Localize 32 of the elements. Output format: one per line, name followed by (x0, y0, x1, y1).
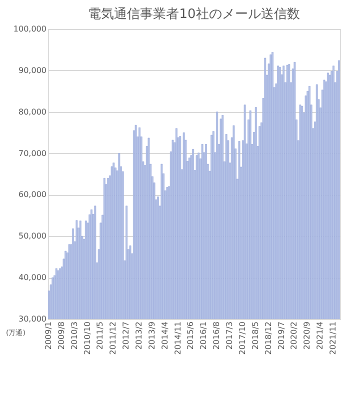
x-tick-label: 2013/9 (147, 322, 156, 350)
x-tick-label: 2021/11 (328, 322, 338, 355)
x-tick-label: 2014/4 (160, 322, 170, 350)
x-tick-label: 2016/1 (199, 322, 208, 350)
x-tick-label: 2017/10 (238, 322, 247, 355)
x-tick-label: 2009/1 (44, 322, 53, 350)
y-tick-label: 80,000 (18, 107, 46, 116)
x-tick-label: 2011/12 (108, 322, 118, 355)
x-tick-label: 2012/7 (122, 322, 131, 350)
y-tick-label: 90,000 (18, 66, 46, 75)
chart-title: 電気通信事業者10社のメール送信数 (88, 7, 300, 22)
x-tick-label: 2010/10 (82, 322, 92, 355)
x-tick-label: 2018/5 (250, 322, 260, 350)
x-tick-label: 2020/9 (302, 322, 312, 350)
y-tick-label: 100,000 (13, 24, 46, 34)
x-tick-label: 2017/3 (225, 322, 234, 350)
x-tick-label: 2013/2 (134, 322, 144, 350)
y-tick-label: 30,000 (18, 314, 46, 324)
y-tick-label: 40,000 (18, 273, 46, 282)
y-tick-label: 60,000 (18, 190, 46, 200)
x-tick-label: 2010/3 (70, 322, 79, 350)
x-tick-label: 2015/6 (186, 322, 196, 350)
y-tick-label: 70,000 (18, 148, 46, 158)
x-tick-label: 2020/2 (290, 322, 299, 350)
x-tick-label: 2019/7 (276, 322, 286, 350)
x-tick-label: 2021/4 (316, 322, 325, 350)
y-tick-label: 50,000 (18, 232, 46, 241)
x-tick-label: 2014/11 (173, 322, 182, 355)
x-tick-label: 2018/12 (264, 322, 273, 355)
x-tick-label: 2011/5 (96, 322, 105, 350)
x-tick-label: 2016/8 (212, 322, 222, 350)
x-tick-label: 2009/8 (56, 322, 66, 350)
